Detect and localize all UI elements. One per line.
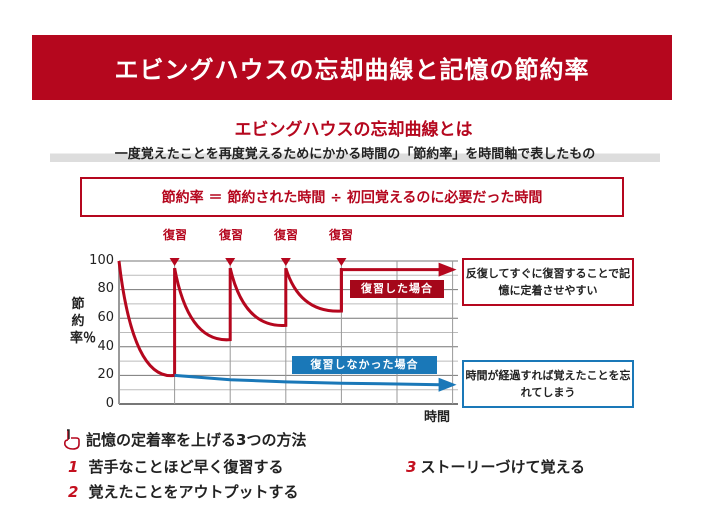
arrow-icon <box>438 377 457 392</box>
reviewed-series-label: 復習した場合 <box>350 280 444 298</box>
y-tick: 20 <box>97 367 114 382</box>
y-tick: 60 <box>97 310 114 325</box>
method-text: 苦手なことほど早く復習する <box>88 458 284 476</box>
method-number: 2 <box>68 483 79 501</box>
method-number: 3 <box>406 458 417 476</box>
method-item: 3 ストーリーづけて覚える <box>406 456 585 477</box>
y-tick: 100 <box>89 253 114 268</box>
subtitle: エビングハウスの忘却曲線とは <box>234 120 473 140</box>
method-number: 1 <box>68 458 79 476</box>
review-label: 復習 <box>218 228 243 242</box>
reviewed-curve <box>228 267 288 327</box>
method-text: 覚えたことをアウトプットする <box>88 483 299 501</box>
methods-heading: 記憶の定着率を上げる3つの方法 <box>62 428 306 450</box>
methods-title: 記憶の定着率を上げる3つの方法 <box>86 430 307 449</box>
review-marker-icon <box>336 258 347 266</box>
not-reviewed-note: 時間が経過すれば覚えたことを忘れてしまう <box>462 360 634 408</box>
y-tick: 80 <box>97 281 114 296</box>
method-item: 1 苦手なことほど早く復習する <box>68 456 283 477</box>
y-tick: 40 <box>97 339 114 354</box>
review-marker-icon <box>225 258 236 266</box>
arrow-icon <box>438 262 457 277</box>
reviewed-note: 反復してすぐに復習することで記憶に定着させやすい <box>462 258 634 306</box>
review-marker-icon <box>280 258 291 266</box>
x-axis-label: 時間 <box>424 410 451 425</box>
reviewed-curve <box>117 260 177 378</box>
formula-box: 節約率 ＝ 節約された時間 ÷ 初回覚えるのに必要だった時間 <box>80 177 624 217</box>
review-label: 復習 <box>273 228 298 242</box>
pointing-hand-icon <box>64 429 80 450</box>
page-title: エビングハウスの忘却曲線と記憶の節約率 <box>32 35 672 100</box>
method-item: 2 覚えたことをアウトプットする <box>68 481 298 502</box>
method-text: ストーリーづけて覚える <box>420 458 585 476</box>
y-axis-label: 節約率％ <box>70 297 97 346</box>
y-tick: 0 <box>105 396 114 411</box>
review-marker-icon <box>169 258 180 266</box>
reviewed-flat-line <box>339 268 441 312</box>
not-reviewed-curve <box>174 373 441 387</box>
description: 一度覚えたことを再度覚えるためにかかる時間の「節約率」を時間軸で表したもの <box>50 143 660 162</box>
review-label: 復習 <box>328 228 353 242</box>
not-reviewed-series-label: 復習しなかった場合 <box>292 356 437 374</box>
reviewed-curve <box>173 267 232 342</box>
review-label: 復習 <box>162 228 187 242</box>
